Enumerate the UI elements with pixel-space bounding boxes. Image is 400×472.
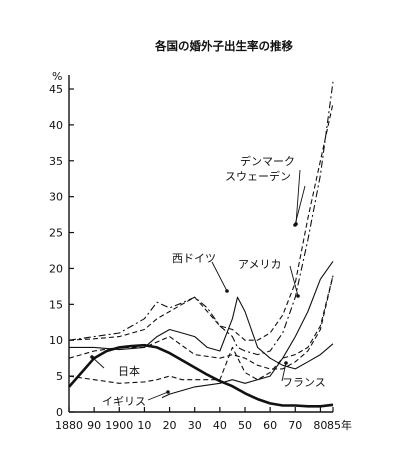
annotation-dot-uk <box>166 390 170 394</box>
x-ticks: 1880 90 1900 10 20 30 40 50 60 70 80 85年 <box>55 407 352 432</box>
y-ticks: 0 5 10 15 20 25 30 35 40 45 <box>49 83 74 419</box>
series-line-uk <box>68 275 334 384</box>
annotation-leader-uk <box>147 391 169 401</box>
annotation-denmark: デンマーク <box>240 154 295 168</box>
series-line-denmark <box>68 81 334 356</box>
y-tick-label: 10 <box>49 334 63 347</box>
y-tick-label: 20 <box>49 262 63 275</box>
x-tick-label: 70 <box>288 419 302 432</box>
y-tick-label: 45 <box>49 83 63 96</box>
x-tick-label: 90 <box>87 419 101 432</box>
x-tick-label: 80 <box>313 419 327 432</box>
y-tick-label: 40 <box>49 119 63 132</box>
x-tick-label: 1900 <box>105 419 133 432</box>
annotation-dot-west-germany <box>225 289 229 293</box>
series-line-sweden <box>68 103 334 341</box>
y-tick-label: 25 <box>49 227 63 240</box>
annotation-dot-japan <box>90 355 94 359</box>
annotation-leader-japan <box>91 356 105 369</box>
annotation-usa: アメリカ <box>238 258 281 271</box>
annotation-leader-denmark <box>295 169 301 225</box>
y-tick-label: 5 <box>56 370 63 383</box>
series-line-france <box>68 275 334 370</box>
x-tick-label: 85年 <box>327 418 352 432</box>
annotation-japan: 日本 <box>118 364 140 378</box>
series-group <box>68 81 334 408</box>
series-line-japan <box>68 343 334 408</box>
annotation-uk: イギリス <box>102 395 146 408</box>
x-tick-label: 60 <box>263 419 277 432</box>
annotation-france: フランス <box>282 376 326 389</box>
x-tick-label: 10 <box>137 419 151 432</box>
x-tick-label: 40 <box>213 419 227 432</box>
annotation-leader-france <box>281 362 287 382</box>
series-line-west-germany <box>69 296 334 370</box>
annotation-leader-usa <box>289 265 299 297</box>
y-tick-label: 30 <box>49 191 63 204</box>
x-tick-label: 50 <box>238 419 252 432</box>
annotation-dot-france <box>284 361 288 365</box>
annotation-dot-sweden <box>293 223 297 227</box>
annotation-leader-west-germany <box>211 261 228 292</box>
x-tick-label: 20 <box>163 419 177 432</box>
chart-title: 各国の婚外子出生率の推移 <box>154 39 293 53</box>
y-tick-label: 35 <box>49 155 63 168</box>
annotation-sweden: スウェーデン <box>225 169 291 183</box>
x-tick-label: 30 <box>188 419 202 432</box>
x-tick-label: 1880 <box>55 419 83 432</box>
annotation-dot-usa <box>296 294 300 298</box>
y-tick-label: 15 <box>49 298 63 311</box>
annotation-leader-sweden <box>294 185 306 226</box>
series-line-usa <box>161 260 334 399</box>
y-tick-label: 0 <box>56 406 63 419</box>
annotation-west-germany: 西ドイツ <box>172 252 216 265</box>
y-axis-unit: % <box>52 70 62 83</box>
